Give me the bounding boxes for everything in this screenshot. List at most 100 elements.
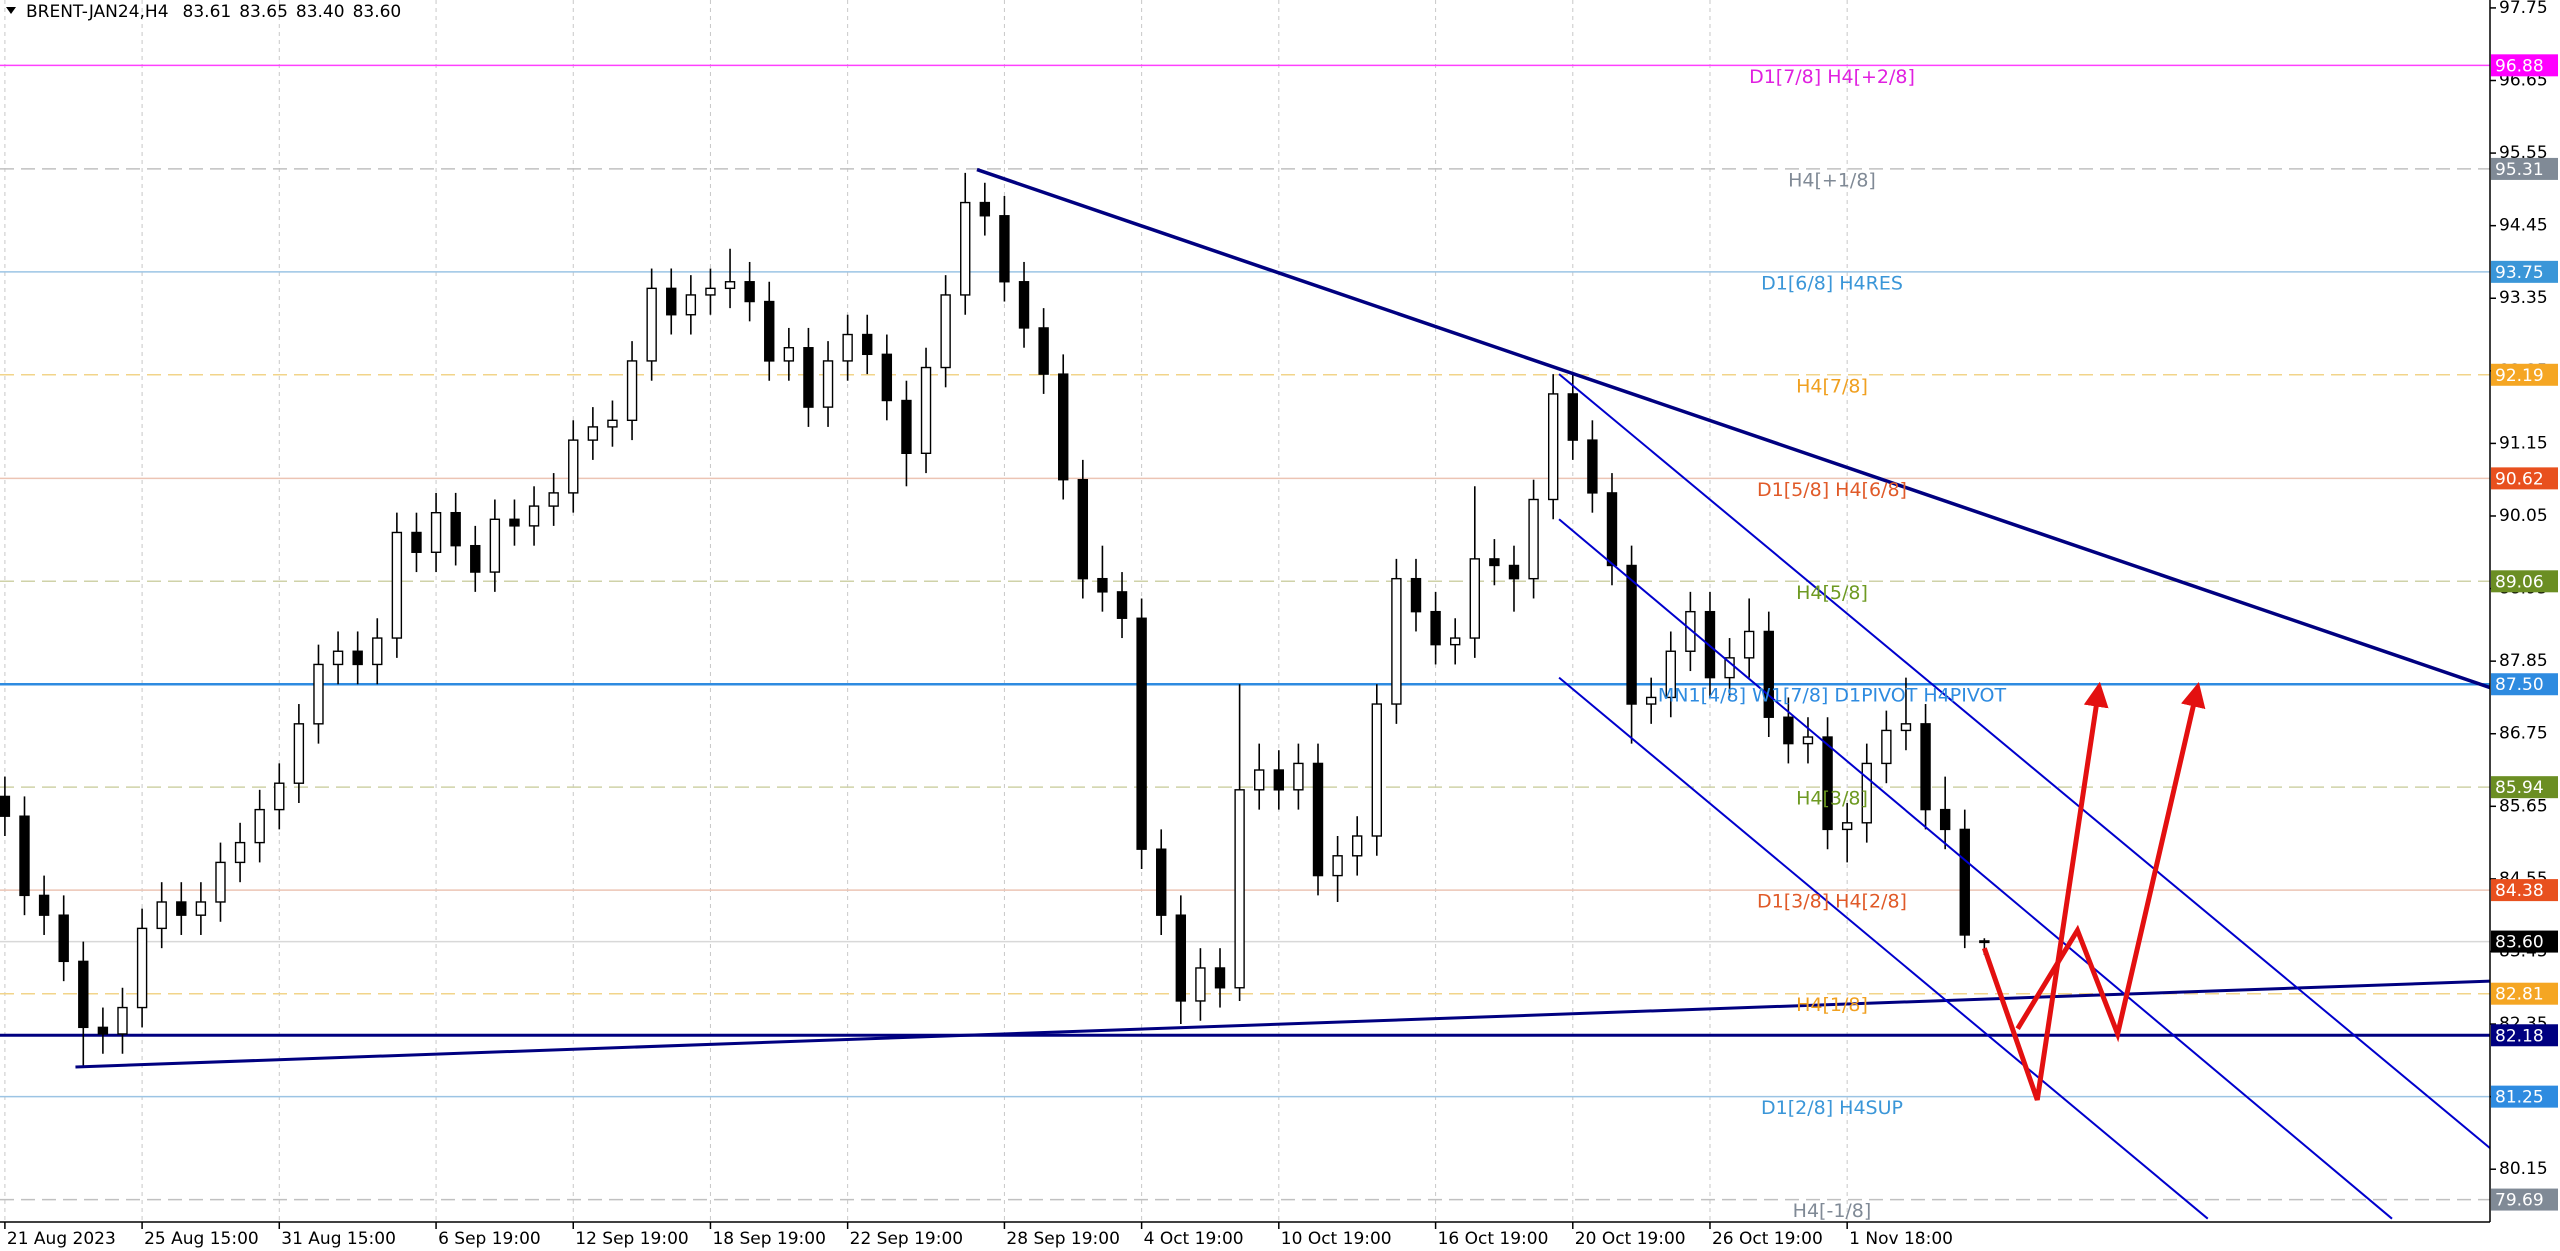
candle-body bbox=[646, 287, 657, 362]
candle-body bbox=[1724, 657, 1735, 679]
low-value: 83.40 bbox=[296, 2, 345, 22]
price-tag-label: 93.75 bbox=[2495, 263, 2544, 283]
forecast-arrow bbox=[2015, 681, 2206, 1043]
level-label: H4[7/8] bbox=[1796, 375, 1868, 397]
symbol: BRENT-JAN24,H4 bbox=[26, 2, 169, 22]
y-tick-label: 85.65 bbox=[2499, 796, 2548, 816]
candle-body bbox=[470, 544, 481, 573]
candle-body bbox=[1234, 789, 1245, 989]
candle-body bbox=[1939, 808, 1951, 831]
level-label: D1[5/8] H4[6/8] bbox=[1757, 479, 1907, 501]
x-tick-label: 26 Oct 19:00 bbox=[1712, 1229, 1823, 1249]
candle-body bbox=[1763, 630, 1774, 718]
candle-body bbox=[548, 492, 559, 507]
candle-body bbox=[705, 287, 716, 296]
forecast-arrow bbox=[1981, 681, 2109, 1101]
candle-body bbox=[391, 531, 403, 639]
candle-body bbox=[1685, 610, 1696, 652]
price-tag-label: 84.38 bbox=[2495, 881, 2544, 901]
candle-body bbox=[352, 650, 363, 666]
price-tag bbox=[2491, 363, 2558, 386]
candle-body bbox=[1528, 498, 1539, 580]
candle-body bbox=[1626, 564, 1637, 705]
candle-body bbox=[842, 333, 853, 362]
candle-body bbox=[1018, 281, 1030, 329]
candle-body bbox=[1587, 439, 1598, 494]
x-tick-label: 12 Sep 19:00 bbox=[575, 1229, 688, 1249]
candle-body bbox=[881, 353, 893, 402]
candle-body bbox=[940, 294, 951, 369]
candle-body bbox=[372, 637, 383, 666]
x-tick-label: 25 Aug 15:00 bbox=[144, 1229, 259, 1249]
level-label: D1[3/8] H4[2/8] bbox=[1757, 891, 1907, 913]
x-tick-label: 28 Sep 19:00 bbox=[1006, 1229, 1119, 1249]
price-tag bbox=[2491, 1085, 2558, 1108]
price-tag bbox=[2491, 1024, 2558, 1047]
trend-line bbox=[75, 979, 2491, 1069]
candle-body bbox=[1567, 393, 1578, 441]
candle-body bbox=[38, 894, 50, 916]
candle-body bbox=[1371, 703, 1383, 837]
candle-body bbox=[176, 901, 187, 916]
trend-line bbox=[1558, 676, 2209, 1220]
x-tick-label: 4 Oct 19:00 bbox=[1144, 1229, 1244, 1249]
x-tick-label: 21 Aug 2023 bbox=[7, 1229, 116, 1249]
candle-body bbox=[1802, 736, 1814, 745]
y-tick-label: 86.75 bbox=[2499, 724, 2548, 744]
candle-body bbox=[1116, 591, 1128, 619]
candle-body bbox=[1391, 577, 1402, 705]
trend-line bbox=[1558, 373, 2491, 1149]
level-label: H4[+1/8] bbox=[1788, 169, 1876, 191]
price-tag-label: 82.18 bbox=[2495, 1026, 2544, 1046]
price-tag-label: 83.60 bbox=[2495, 933, 2544, 953]
candle-body bbox=[489, 518, 501, 573]
candle-body bbox=[568, 439, 579, 494]
candle-body bbox=[1469, 558, 1480, 639]
x-tick-label: 6 Sep 19:00 bbox=[438, 1229, 541, 1249]
price-tag-label: 79.69 bbox=[2495, 1191, 2544, 1211]
candle-body bbox=[587, 426, 599, 441]
candle-body bbox=[136, 927, 148, 1009]
candle-body bbox=[1508, 564, 1520, 580]
candle-body bbox=[332, 650, 344, 666]
price-tag bbox=[2491, 54, 2558, 77]
candle-body bbox=[1214, 967, 1226, 989]
candle-body bbox=[254, 808, 265, 844]
level-label: H4[5/8] bbox=[1796, 582, 1868, 604]
price-tag bbox=[2491, 982, 2558, 1005]
x-tick-label: 31 Aug 15:00 bbox=[281, 1229, 396, 1249]
price-tag-label: 81.25 bbox=[2495, 1088, 2544, 1108]
x-tick-label: 18 Sep 19:00 bbox=[712, 1229, 825, 1249]
y-tick-label: 90.05 bbox=[2499, 506, 2548, 526]
candle-body bbox=[509, 518, 520, 527]
price-tag bbox=[2491, 570, 2558, 593]
candle-body bbox=[0, 795, 11, 817]
x-tick-label: 16 Oct 19:00 bbox=[1438, 1229, 1549, 1249]
candle-body bbox=[1195, 967, 1206, 1002]
candle-body bbox=[1645, 696, 1657, 705]
candle-body bbox=[117, 1006, 128, 1035]
candle-body bbox=[999, 215, 1010, 283]
y-tick-label: 93.35 bbox=[2499, 288, 2548, 308]
candle-body bbox=[685, 294, 697, 316]
candle-body bbox=[1352, 835, 1363, 857]
candle-body bbox=[215, 861, 226, 903]
candle-body bbox=[979, 201, 991, 217]
price-tag-label: 90.62 bbox=[2495, 469, 2544, 489]
candle-body bbox=[313, 663, 324, 725]
candle-body bbox=[1410, 577, 1422, 613]
level-label: D1[6/8] H4RES bbox=[1761, 272, 1903, 294]
candle-body bbox=[1156, 848, 1167, 916]
candle-body bbox=[744, 281, 755, 303]
candle-body bbox=[1273, 769, 1285, 791]
menu-triangle[interactable] bbox=[6, 7, 16, 14]
candle-body bbox=[783, 347, 795, 362]
y-tick-label: 80.15 bbox=[2499, 1159, 2548, 1179]
candles-layer bbox=[0, 172, 1990, 1067]
price-tag bbox=[2491, 1188, 2558, 1211]
candle-body bbox=[1489, 558, 1500, 567]
chart-header: BRENT-JAN24,H4 83.61 83.65 83.40 83.60 bbox=[26, 2, 401, 22]
price-tag bbox=[2491, 930, 2558, 953]
candle-body bbox=[901, 399, 912, 455]
